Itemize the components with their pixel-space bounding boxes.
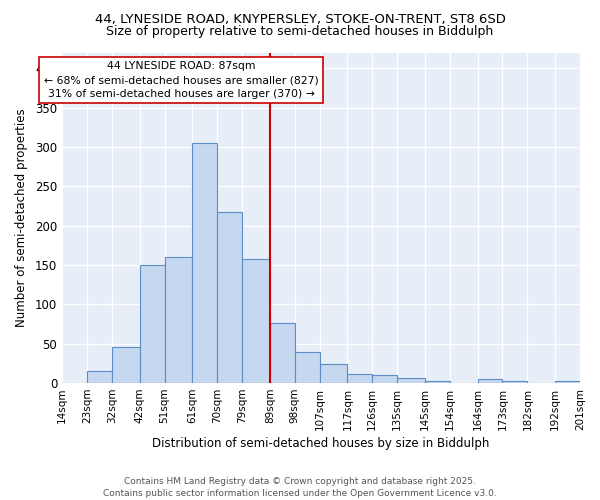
Bar — [164, 257, 192, 383]
Bar — [555, 380, 580, 383]
Bar — [112, 347, 140, 383]
Bar — [320, 364, 347, 383]
Bar — [425, 380, 450, 383]
Bar — [217, 212, 242, 383]
Text: Contains HM Land Registry data © Crown copyright and database right 2025.
Contai: Contains HM Land Registry data © Crown c… — [103, 476, 497, 498]
Y-axis label: Number of semi-detached properties: Number of semi-detached properties — [15, 108, 28, 327]
X-axis label: Distribution of semi-detached houses by size in Biddulph: Distribution of semi-detached houses by … — [152, 437, 490, 450]
Text: 44, LYNESIDE ROAD, KNYPERSLEY, STOKE-ON-TRENT, ST8 6SD: 44, LYNESIDE ROAD, KNYPERSLEY, STOKE-ON-… — [95, 12, 505, 26]
Bar — [270, 324, 295, 383]
Bar — [242, 260, 270, 383]
Bar — [140, 265, 164, 383]
Bar — [87, 372, 112, 383]
Text: Size of property relative to semi-detached houses in Biddulph: Size of property relative to semi-detach… — [106, 25, 494, 38]
Bar — [192, 143, 217, 383]
Bar — [397, 378, 425, 383]
Text: 44 LYNESIDE ROAD: 87sqm
← 68% of semi-detached houses are smaller (827)
31% of s: 44 LYNESIDE ROAD: 87sqm ← 68% of semi-de… — [44, 61, 319, 99]
Bar — [478, 379, 502, 383]
Bar — [502, 380, 527, 383]
Bar — [347, 374, 372, 383]
Bar — [372, 375, 397, 383]
Bar — [295, 352, 320, 383]
